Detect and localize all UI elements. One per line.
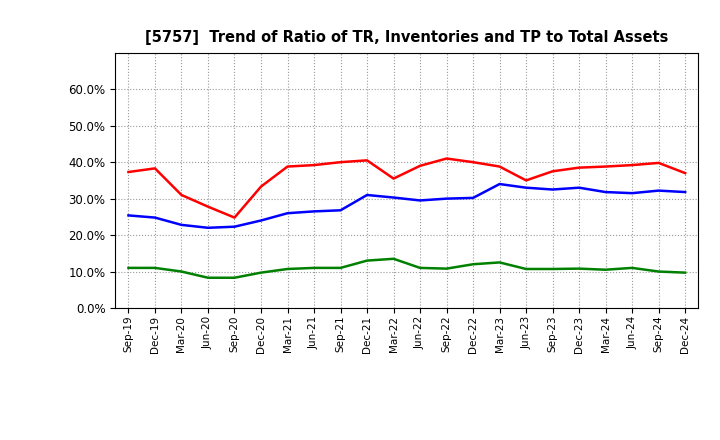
Trade Payables	[549, 266, 557, 271]
Line: Trade Receivables: Trade Receivables	[128, 158, 685, 218]
Trade Receivables	[469, 160, 477, 165]
Trade Payables	[628, 265, 636, 271]
Inventories	[522, 185, 531, 191]
Trade Payables	[150, 265, 159, 271]
Trade Receivables	[495, 164, 504, 169]
Trade Receivables	[654, 160, 663, 165]
Trade Payables	[601, 267, 610, 272]
Inventories	[124, 213, 132, 218]
Trade Receivables	[256, 184, 265, 189]
Trade Payables	[336, 265, 345, 271]
Trade Payables	[575, 266, 583, 271]
Trade Payables	[310, 265, 318, 271]
Trade Receivables	[628, 162, 636, 168]
Inventories	[601, 190, 610, 195]
Inventories	[415, 198, 424, 203]
Inventories	[283, 211, 292, 216]
Trade Payables	[469, 262, 477, 267]
Trade Payables	[124, 265, 132, 271]
Inventories	[230, 224, 239, 229]
Trade Payables	[681, 270, 690, 275]
Trade Receivables	[549, 169, 557, 174]
Trade Receivables	[310, 162, 318, 168]
Trade Payables	[204, 275, 212, 280]
Inventories	[177, 222, 186, 227]
Trade Payables	[415, 265, 424, 271]
Trade Receivables	[177, 192, 186, 198]
Trade Receivables	[575, 165, 583, 170]
Trade Payables	[654, 269, 663, 274]
Trade Payables	[283, 266, 292, 271]
Inventories	[469, 195, 477, 201]
Inventories	[256, 218, 265, 223]
Trade Receivables	[150, 166, 159, 171]
Trade Receivables	[522, 178, 531, 183]
Inventories	[336, 208, 345, 213]
Trade Receivables	[336, 160, 345, 165]
Inventories	[442, 196, 451, 201]
Trade Receivables	[230, 215, 239, 220]
Trade Payables	[390, 256, 398, 261]
Trade Payables	[495, 260, 504, 265]
Trade Receivables	[283, 164, 292, 169]
Trade Payables	[442, 266, 451, 271]
Inventories	[150, 215, 159, 220]
Inventories	[575, 185, 583, 191]
Line: Trade Payables: Trade Payables	[128, 259, 685, 278]
Inventories	[681, 190, 690, 195]
Trade Receivables	[124, 169, 132, 175]
Trade Receivables	[681, 170, 690, 176]
Trade Payables	[177, 269, 186, 274]
Inventories	[654, 188, 663, 193]
Inventories	[363, 192, 372, 198]
Inventories	[310, 209, 318, 214]
Inventories	[204, 225, 212, 231]
Line: Inventories: Inventories	[128, 184, 685, 228]
Trade Receivables	[601, 164, 610, 169]
Inventories	[390, 195, 398, 200]
Trade Receivables	[363, 158, 372, 163]
Title: [5757]  Trend of Ratio of TR, Inventories and TP to Total Assets: [5757] Trend of Ratio of TR, Inventories…	[145, 29, 668, 45]
Trade Payables	[363, 258, 372, 263]
Trade Receivables	[442, 156, 451, 161]
Inventories	[549, 187, 557, 192]
Inventories	[628, 191, 636, 196]
Inventories	[495, 181, 504, 187]
Trade Payables	[256, 270, 265, 275]
Trade Receivables	[204, 204, 212, 209]
Trade Payables	[230, 275, 239, 280]
Trade Receivables	[415, 163, 424, 169]
Trade Payables	[522, 266, 531, 271]
Trade Receivables	[390, 176, 398, 181]
